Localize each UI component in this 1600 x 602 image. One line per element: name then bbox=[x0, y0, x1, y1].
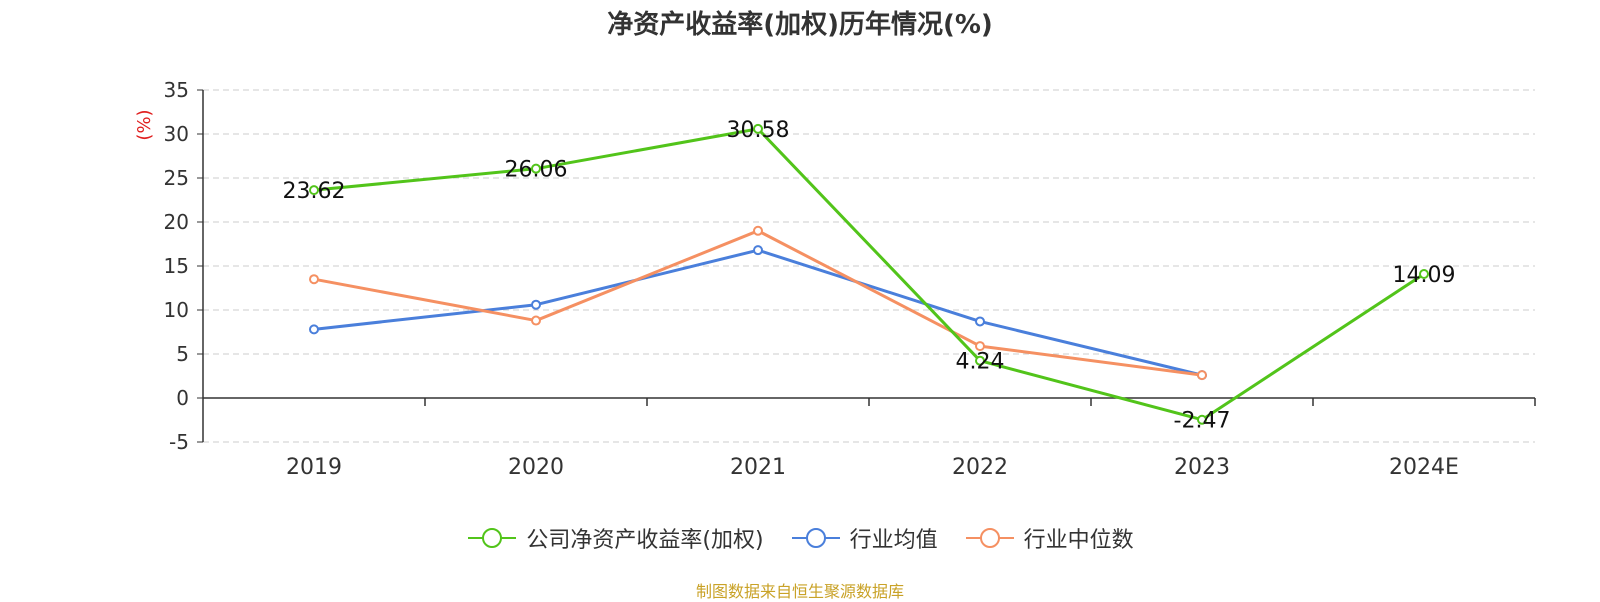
legend-marker-industry-median bbox=[965, 528, 1014, 548]
gridlines bbox=[203, 89, 1535, 443]
y-tick-label: 35 bbox=[164, 78, 189, 102]
axes: -5 0 5 10 15 20 25 30 35 (%) 2019 2020 2021 2022 2023 2… bbox=[134, 78, 1536, 480]
data-point bbox=[975, 316, 985, 327]
y-tick-label: 30 bbox=[164, 122, 189, 146]
data-label: 14.09 bbox=[1393, 263, 1456, 288]
data-point bbox=[753, 123, 763, 134]
y-tick-label: 10 bbox=[164, 298, 189, 322]
data-label: 30.58 bbox=[727, 118, 790, 143]
y-tick-label: 15 bbox=[164, 254, 189, 278]
data-point bbox=[753, 225, 763, 236]
data-point bbox=[1419, 269, 1429, 280]
x-tick-label: 2020 bbox=[508, 455, 564, 480]
data-point bbox=[975, 355, 985, 366]
data-point bbox=[309, 324, 319, 335]
y-axis-title: (%) bbox=[134, 109, 155, 140]
data-labels: 23.62 26.06 30.58 4.24 -2.47 14.09 bbox=[283, 118, 1456, 434]
legend-marker-company bbox=[468, 528, 517, 548]
data-label: 26.06 bbox=[505, 158, 568, 183]
y-tick-label: 20 bbox=[164, 210, 189, 234]
y-tick-label: -5 bbox=[169, 430, 189, 454]
legend-marker-industry-mean bbox=[791, 528, 840, 548]
chart-title: 净资产收益率(加权)历年情况(%) bbox=[607, 10, 993, 40]
x-tick-label: 2019 bbox=[286, 455, 342, 480]
data-point bbox=[309, 185, 319, 196]
data-source-note: 制图数据来自恒生聚源数据库 bbox=[695, 582, 904, 601]
data-point bbox=[531, 315, 541, 326]
legend: 公司净资产收益率(加权) 行业均值 行业中位数 bbox=[0, 522, 1600, 554]
x-tick-label: 2024E bbox=[1389, 455, 1459, 480]
x-tick-label: 2023 bbox=[1174, 455, 1230, 480]
data-point bbox=[975, 341, 985, 352]
legend-label-industry-median: 行业中位数 bbox=[1023, 528, 1134, 553]
legend-item-company[interactable]: 公司净资产收益率(加权) bbox=[466, 522, 764, 554]
data-label: 4.24 bbox=[956, 350, 1005, 375]
data-label: 23.62 bbox=[283, 179, 346, 204]
data-label: -2.47 bbox=[1174, 409, 1231, 434]
data-point bbox=[1197, 370, 1207, 381]
legend-label-industry-mean: 行业均值 bbox=[849, 528, 938, 553]
y-tick-label: 5 bbox=[176, 342, 189, 366]
series-line bbox=[313, 127, 1425, 422]
y-tick-label: 0 bbox=[176, 386, 189, 410]
x-tick-label: 2022 bbox=[952, 455, 1008, 480]
data-point bbox=[753, 245, 763, 256]
data-point bbox=[309, 274, 319, 285]
series-lines bbox=[309, 123, 1429, 425]
data-point bbox=[531, 163, 541, 174]
data-point bbox=[1197, 414, 1207, 425]
y-tick-label: 25 bbox=[164, 166, 189, 190]
x-tick-label: 2021 bbox=[730, 455, 786, 480]
legend-label-company: 公司净资产收益率(加权) bbox=[526, 528, 764, 553]
legend-item-industry-mean[interactable]: 行业均值 bbox=[790, 522, 938, 554]
legend-item-industry-median[interactable]: 行业中位数 bbox=[964, 522, 1134, 554]
data-point bbox=[531, 299, 541, 310]
